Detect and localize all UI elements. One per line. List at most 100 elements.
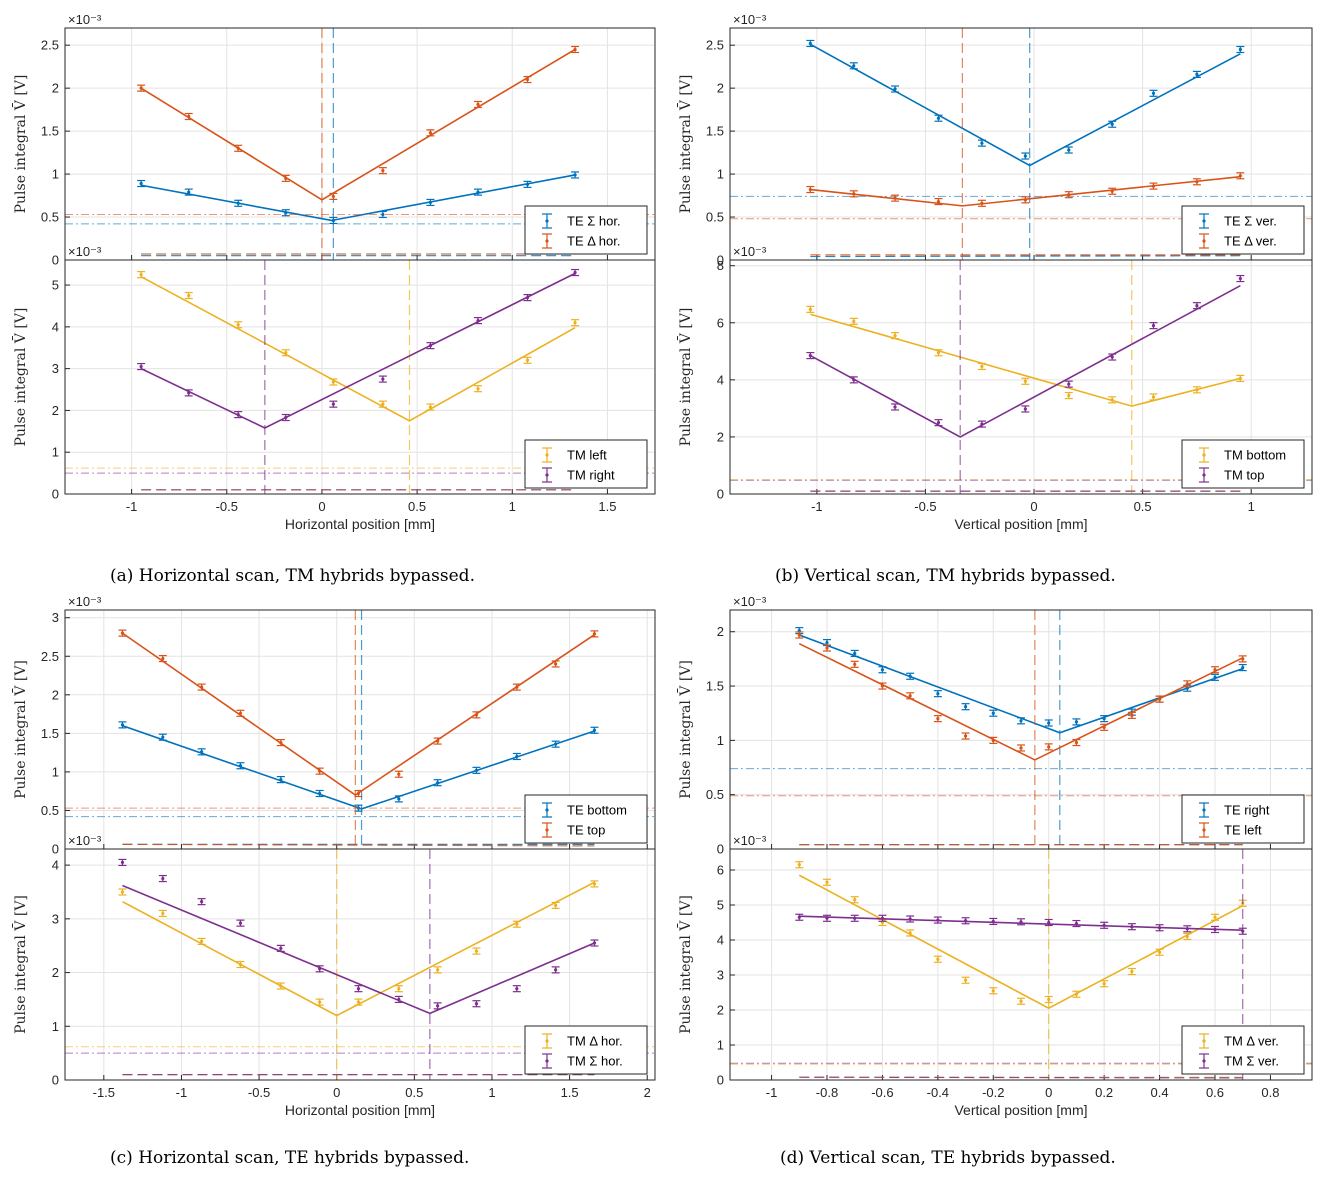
caption-b: (b) Vertical scan, TM hybrids bypassed. — [775, 566, 1116, 586]
data-point — [1017, 918, 1025, 926]
fit-line — [122, 881, 595, 1017]
marker — [1157, 697, 1162, 701]
marker — [893, 196, 897, 200]
y-tick-label: 1.5 — [41, 124, 59, 139]
data-point — [394, 985, 403, 993]
marker — [1195, 180, 1199, 184]
marker — [525, 77, 530, 82]
data-point — [977, 139, 986, 147]
data-point — [281, 174, 290, 182]
data-point — [234, 411, 243, 419]
data-point — [977, 199, 986, 207]
marker — [161, 656, 165, 661]
marker — [825, 916, 829, 920]
legend-label: TM Δ hor. — [567, 1034, 623, 1049]
data-point — [118, 858, 127, 867]
legend: TM left TM right — [524, 439, 648, 489]
legend-swatch — [545, 1059, 549, 1063]
marker — [1067, 148, 1071, 152]
y-tick-label: 4 — [52, 319, 59, 334]
subplot-lower: 0 1 2 3 4 5 -1 -0.5 0 0.5 1 1.5 ×10⁻³ Pulse integral … — [11, 244, 656, 514]
y-tick-label: 0 — [52, 842, 59, 857]
legend-label: TM Σ hor. — [567, 1054, 623, 1069]
marker — [1019, 746, 1023, 750]
data-point — [795, 861, 804, 869]
subplot-upper: 0 0.5 1 1.5 2 2.5 ×10⁻³ Pulse integral V̄ [V] TE… — [676, 12, 1313, 268]
marker — [808, 353, 812, 358]
data-point — [590, 880, 599, 888]
data-point — [878, 914, 887, 922]
marker — [331, 402, 335, 406]
y-tick-label: 1.5 — [706, 124, 724, 139]
data-point — [474, 316, 482, 325]
y-tick-label: 4 — [717, 372, 724, 387]
data-point — [1236, 172, 1245, 180]
data-point — [1211, 673, 1219, 681]
marker — [808, 307, 812, 311]
marker — [436, 739, 440, 743]
marker — [592, 882, 597, 886]
marker — [331, 218, 335, 223]
data-point — [329, 216, 338, 225]
data-point — [891, 332, 900, 340]
data-point — [989, 709, 998, 717]
marker — [474, 768, 479, 772]
data-point — [426, 342, 435, 350]
marker — [1102, 725, 1106, 729]
y-tick-label: 2 — [717, 1003, 724, 1018]
marker — [936, 692, 940, 696]
marker — [991, 738, 995, 742]
marker — [381, 169, 385, 173]
marker — [1102, 982, 1106, 986]
marker — [139, 273, 143, 277]
legend-label: TM top — [1224, 468, 1264, 483]
y-tick-label: 5 — [717, 898, 724, 913]
data-point — [1017, 997, 1025, 1005]
y-tick-label: 6 — [717, 315, 724, 330]
data-point — [1072, 990, 1081, 998]
marker — [525, 358, 530, 362]
marker — [1067, 193, 1071, 197]
axes-box — [729, 259, 1313, 495]
data-point — [1044, 719, 1053, 727]
data-point — [977, 362, 986, 371]
data-point — [1021, 377, 1030, 385]
data-point — [891, 403, 900, 411]
marker — [236, 201, 240, 205]
marker — [808, 187, 812, 192]
marker — [1238, 47, 1242, 52]
x-tick-label: 0.6 — [1206, 1085, 1224, 1100]
data-point — [1100, 921, 1109, 929]
y-tick-label: 6 — [717, 863, 724, 878]
x-tick-label: 0.5 — [405, 1085, 423, 1100]
marker — [1067, 393, 1071, 398]
data-point — [394, 770, 403, 778]
marker — [356, 791, 361, 796]
data-point — [934, 114, 943, 122]
data-point — [551, 660, 560, 668]
data-point — [354, 985, 363, 993]
data-point — [281, 413, 290, 422]
data-point — [236, 709, 245, 717]
legend-label: TE Δ ver. — [1224, 234, 1277, 249]
marker — [428, 200, 433, 205]
subplot-upper: 0 0.5 1 1.5 2 2.5 3 ×10⁻³ Pulse integral V̄ [V] T… — [11, 594, 656, 857]
marker — [515, 987, 519, 991]
marker — [963, 734, 968, 738]
x-tick-label: -1 — [126, 499, 138, 514]
marker — [1195, 304, 1199, 308]
marker — [1213, 927, 1217, 932]
data-point — [472, 947, 481, 955]
data-point — [512, 683, 521, 691]
data-point — [184, 389, 193, 397]
marker — [428, 405, 433, 409]
marker — [474, 1002, 479, 1006]
legend-swatch — [545, 828, 549, 832]
x-tick-label: 2 — [644, 1085, 651, 1100]
marker — [573, 270, 577, 275]
marker — [238, 921, 243, 925]
x-axis-label: Horizontal position [mm] — [285, 1102, 435, 1118]
data-point — [1064, 191, 1073, 199]
marker — [525, 182, 530, 186]
legend-label: TE left — [1224, 823, 1262, 838]
